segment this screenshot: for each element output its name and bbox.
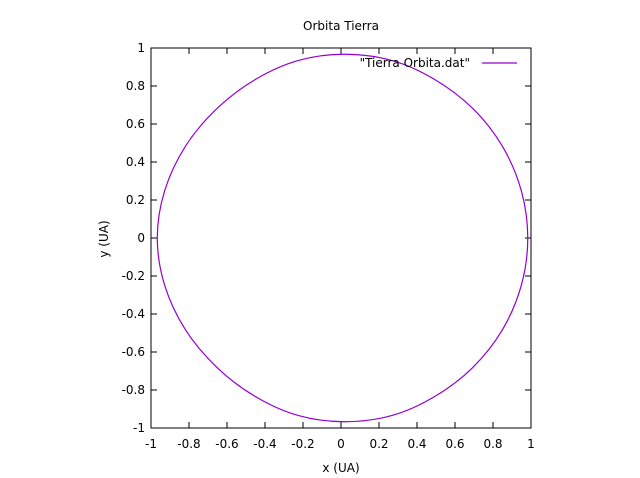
x-tick-label: 0.6 (445, 437, 464, 451)
x-tick-label: 0.4 (407, 437, 426, 451)
y-tick-label: 0 (137, 231, 145, 245)
x-tick-label: 0.2 (369, 437, 388, 451)
series-line (156, 53, 529, 423)
x-tick-label: -0.6 (215, 437, 238, 451)
y-tick-label: -0.6 (122, 345, 145, 359)
x-tick-label: -0.8 (177, 437, 200, 451)
y-tick-label: -1 (133, 421, 145, 435)
x-tick-label: 0 (337, 437, 345, 451)
chart-title: Orbita Tierra (303, 19, 379, 33)
y-tick-label: 1 (137, 41, 145, 55)
y-tick-label: 0.6 (126, 117, 145, 131)
x-tick-label: -1 (145, 437, 157, 451)
legend: "Tierra Orbita.dat" (360, 56, 517, 70)
y-axis-label: y (UA) (97, 220, 111, 257)
x-tick-label: 0.8 (483, 437, 502, 451)
y-tick-label: 0.8 (126, 79, 145, 93)
x-axis-label: x (UA) (322, 461, 359, 475)
plot-border (150, 47, 532, 429)
x-tick-label: -0.2 (291, 437, 314, 451)
y-tick-label: -0.2 (122, 269, 145, 283)
legend-label: "Tierra Orbita.dat" (360, 56, 470, 70)
y-tick-label: -0.8 (122, 383, 145, 397)
y-tick-label: 0.4 (126, 155, 145, 169)
x-tick-label: 1 (527, 437, 535, 451)
y-tick-label: -0.4 (122, 307, 145, 321)
y-tick-label: 0.2 (126, 193, 145, 207)
plot-area: -1 -0.8 -0.6 -0.4 -0.2 0 0.2 0.4 0.6 0.8 1 -1 -0.8 -0… (122, 41, 535, 451)
x-tick-label: -0.4 (253, 437, 276, 451)
